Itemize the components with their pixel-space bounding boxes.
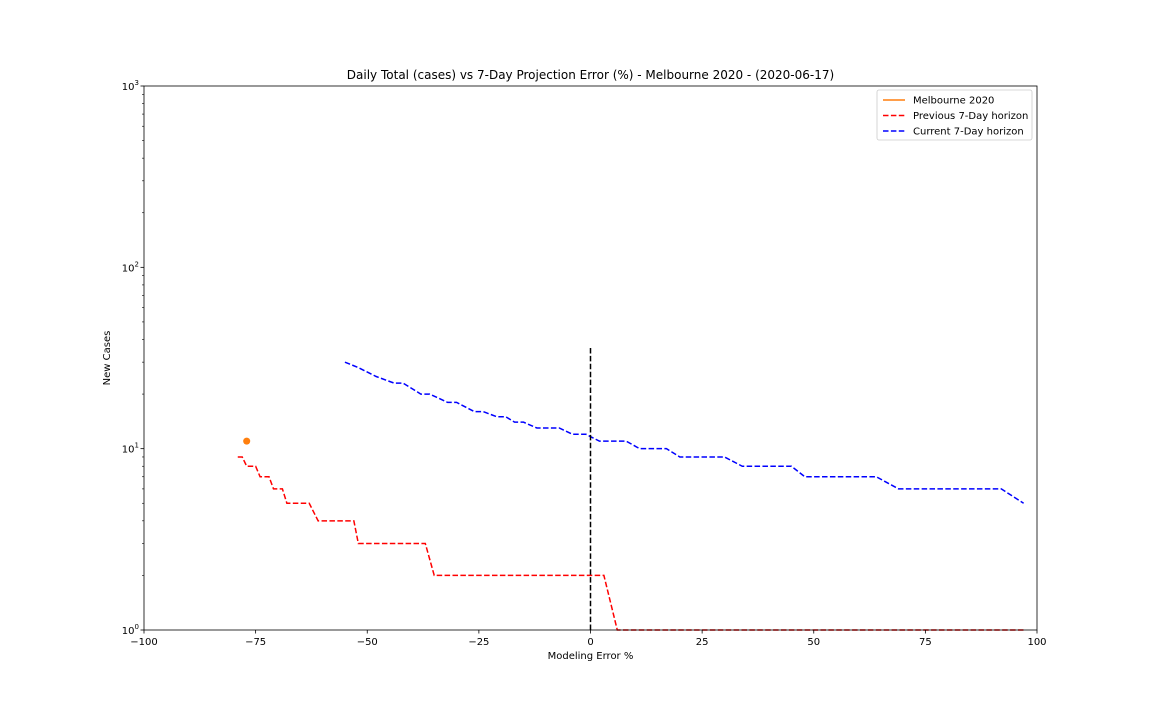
x-axis-label: Modeling Error % xyxy=(548,651,634,662)
legend-box xyxy=(876,89,1033,141)
y-tick-label: 100 xyxy=(122,623,139,637)
legend-label: Previous 7-Day horizon xyxy=(913,111,1028,122)
x-tick-label: 0 xyxy=(587,637,593,648)
y-tick-label: 101 xyxy=(122,442,139,456)
x-tick-label: −100 xyxy=(130,637,157,648)
y-axis-label: New Cases xyxy=(102,331,113,386)
chart-title: Daily Total (cases) vs 7-Day Projection … xyxy=(347,68,834,82)
x-tick-label: 25 xyxy=(696,637,709,648)
y-tick-label: 103 xyxy=(122,79,139,93)
x-tick-label: −25 xyxy=(468,637,489,648)
x-tick-label: 75 xyxy=(919,637,932,648)
series-1-line xyxy=(237,456,1024,631)
x-tick-label: 50 xyxy=(807,637,820,648)
x-tick-label: −75 xyxy=(245,637,266,648)
x-tick-label: 100 xyxy=(1027,637,1046,648)
legend-label: Melbourne 2020 xyxy=(913,96,994,107)
plot-frame xyxy=(143,85,1038,631)
axis-ticks: −100 −75 −50 −25 0 25 50 75 100 100 101 102 103 xyxy=(122,79,1047,648)
legend: Melbourne 2020 Previous 7-Day horizon Curr… xyxy=(876,89,1033,141)
x-tick-label: −50 xyxy=(357,637,378,648)
legend-label: Current 7-Day horizon xyxy=(913,127,1024,138)
chart-marks xyxy=(237,347,1025,631)
series-2-line xyxy=(344,361,1025,504)
y-tick-label: 102 xyxy=(122,260,139,274)
series-0-point xyxy=(243,437,251,445)
